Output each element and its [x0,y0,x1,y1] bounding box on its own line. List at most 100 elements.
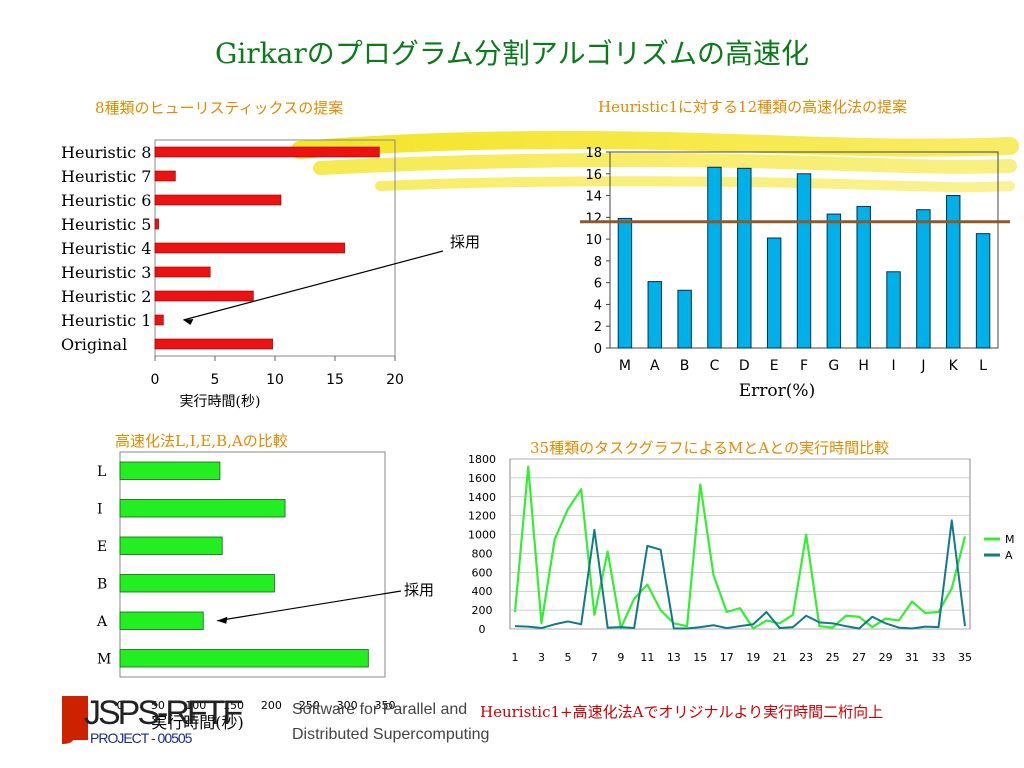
x-tick-label: I [891,358,895,374]
y-tick-label: 0 [594,342,602,357]
x-axis-label: 実行時間(秒) [151,713,244,732]
x-tick-label: H [858,358,869,374]
category-label: Original [61,335,127,354]
conclusion-note: Heuristic1+高速化法Aでオリジナルより実行時間二桁向上 [480,703,884,721]
annotation-arrow [183,250,444,321]
x-tick-label: K [949,358,959,374]
y-tick-label: 18 [585,146,602,161]
x-tick-label: 15 [326,372,344,388]
x-tick-label: G [828,358,839,374]
category-label: Heuristic 4 [61,239,151,258]
x-tick-label: 150 [223,699,244,712]
plot-frame [509,458,971,630]
x-tick-label: 350 [375,699,396,712]
bar [766,237,782,349]
x-tick-label: 9 [617,651,624,664]
y-tick-label: 1600 [468,472,496,485]
category-label: Heuristic 6 [61,191,151,210]
x-tick-label: 29 [879,651,893,664]
tagline-line1: Software for Parallel and [292,701,468,718]
series-line-A [514,519,966,630]
bar [154,266,211,278]
y-tick-label: 16 [585,168,602,183]
page-title: Girkarのプログラム分割アルゴリズムの高速化 [214,37,810,70]
x-tick-label: 20 [386,372,404,388]
chart1-title: 8種類のヒューリスティックスの提案 [95,99,344,117]
y-tick-label: 2 [594,320,602,335]
x-tick-label: 300 [337,699,358,712]
category-label: A [96,614,108,630]
y-tick-label: 4 [594,298,602,313]
x-tick-label: D [739,358,750,374]
bar [154,218,159,230]
category-label: Heuristic 2 [61,287,151,306]
legend-label: M [1005,533,1015,546]
y-tick-label: 200 [472,604,493,617]
bar [154,338,273,350]
compare-bar-chart: L I E B A M 0 50 100 150 200 250 300 350 実行時間(秒) 採用 [96,451,434,732]
arrow-head [217,616,228,624]
bar [886,271,901,349]
bar [119,649,369,668]
x-axis-label: 実行時間(秒) [180,394,261,410]
bar [677,289,692,349]
x-tick-label: 11 [640,651,654,664]
y-tick-label: 10 [585,233,602,248]
bar [647,281,662,349]
x-tick-label: J [920,358,925,374]
category-label: Heuristic 7 [61,167,151,186]
bar [707,166,722,349]
x-tick-label: 27 [852,651,866,664]
legend-label: A [1005,549,1013,562]
x-tick-label: 5 [211,372,220,388]
bar [119,536,223,555]
bar [856,205,871,349]
project-logo: J JSPS-RFTF PROJECT - 00505 [62,692,292,752]
chart4-title: 35種類のタスクグラフによるMとAとの実行時間比較 [530,439,890,457]
x-tick-label: C [710,358,720,374]
x-tick-label: 13 [667,651,681,664]
y-tick-label: 0 [479,623,486,636]
x-tick-label: 250 [299,699,320,712]
x-tick-label: 0 [117,699,124,712]
category-label: Heuristic 3 [61,263,151,282]
x-tick-label: A [650,358,660,374]
category-label: Heuristic 5 [61,215,151,234]
annotation-label: 採用 [450,233,480,251]
y-tick-label: 6 [594,277,602,292]
y-tick-label: 600 [472,566,493,579]
bar [826,213,842,349]
logo-main-text: JSPS-RFTF [84,694,243,732]
x-tick-label: 23 [799,651,813,664]
x-tick-label: F [800,358,808,374]
x-tick-label: 0 [151,372,160,388]
bar [154,290,254,302]
speedup-bar-chart: 0 2 4 6 8 10 12 14 16 18 M A B C D E F G H I J K L Error(%) [580,146,1010,401]
x-tick-label: 17 [720,651,734,664]
category-label: M [97,651,111,667]
x-tick-label: 15 [693,651,707,664]
x-tick-label: 10 [266,372,284,388]
category-label: I [97,501,103,517]
plot-frame [119,451,386,678]
x-tick-label: E [770,358,779,374]
category-label: B [97,576,107,592]
category-label: Heuristic 8 [61,143,151,162]
y-tick-label: 14 [585,190,602,205]
category-label: Heuristic 1 [61,311,151,330]
bar [737,167,752,349]
bar [154,146,380,158]
svg-text:J: J [62,700,79,746]
bar [946,195,961,349]
y-tick-label: 800 [472,547,493,560]
bar [154,194,282,206]
y-tick-label: 1000 [468,529,496,542]
bar [916,209,931,349]
bar [119,499,286,518]
x-tick-label: 19 [746,651,760,664]
bar [119,574,275,593]
x-tick-label: B [680,358,690,374]
x-tick-label: 200 [261,699,282,712]
annotation-label: 採用 [404,581,434,599]
tagline-line2: Distributed Supercomputing [292,726,490,743]
